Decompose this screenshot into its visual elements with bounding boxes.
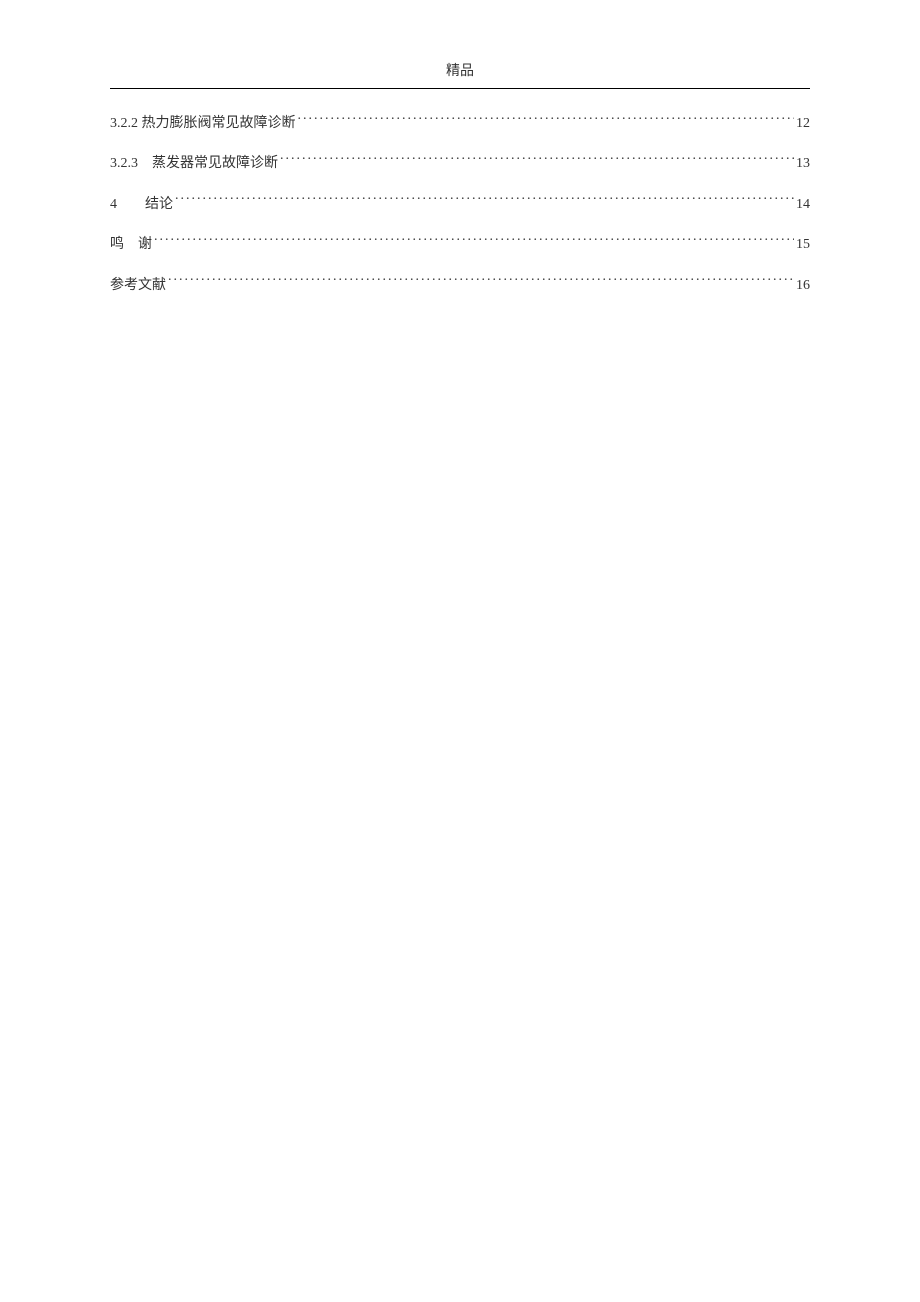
toc-entry: 3.2.2 热力膨胀阀常见故障诊断 12 — [110, 113, 810, 135]
page-header: 精品 — [110, 60, 810, 89]
toc-title: 鸣 谢 — [110, 234, 152, 256]
toc-page-number: 13 — [796, 153, 810, 175]
table-of-contents: 3.2.2 热力膨胀阀常见故障诊断 12 3.2.3 蒸发器常见故障诊断 13 … — [110, 113, 810, 297]
toc-entry: 参考文献 16 — [110, 275, 810, 297]
header-title: 精品 — [446, 64, 474, 79]
toc-page-number: 15 — [796, 234, 810, 256]
toc-leader-dots — [154, 234, 794, 248]
toc-title: 3.2.2 热力膨胀阀常见故障诊断 — [110, 113, 296, 135]
toc-leader-dots — [168, 275, 794, 289]
toc-page-number: 16 — [796, 275, 810, 297]
toc-page-number: 14 — [796, 194, 810, 216]
toc-leader-dots — [175, 194, 794, 208]
toc-leader-dots — [280, 153, 794, 167]
toc-leader-dots — [298, 113, 795, 127]
toc-page-number: 12 — [796, 113, 810, 135]
document-page: 精品 3.2.2 热力膨胀阀常见故障诊断 12 3.2.3 蒸发器常见故障诊断 … — [0, 0, 920, 375]
toc-title: 3.2.3 蒸发器常见故障诊断 — [110, 153, 278, 175]
toc-entry: 4 结论 14 — [110, 194, 810, 216]
toc-title: 参考文献 — [110, 275, 166, 297]
toc-entry: 鸣 谢 15 — [110, 234, 810, 256]
toc-title: 4 结论 — [110, 194, 173, 216]
toc-entry: 3.2.3 蒸发器常见故障诊断 13 — [110, 153, 810, 175]
